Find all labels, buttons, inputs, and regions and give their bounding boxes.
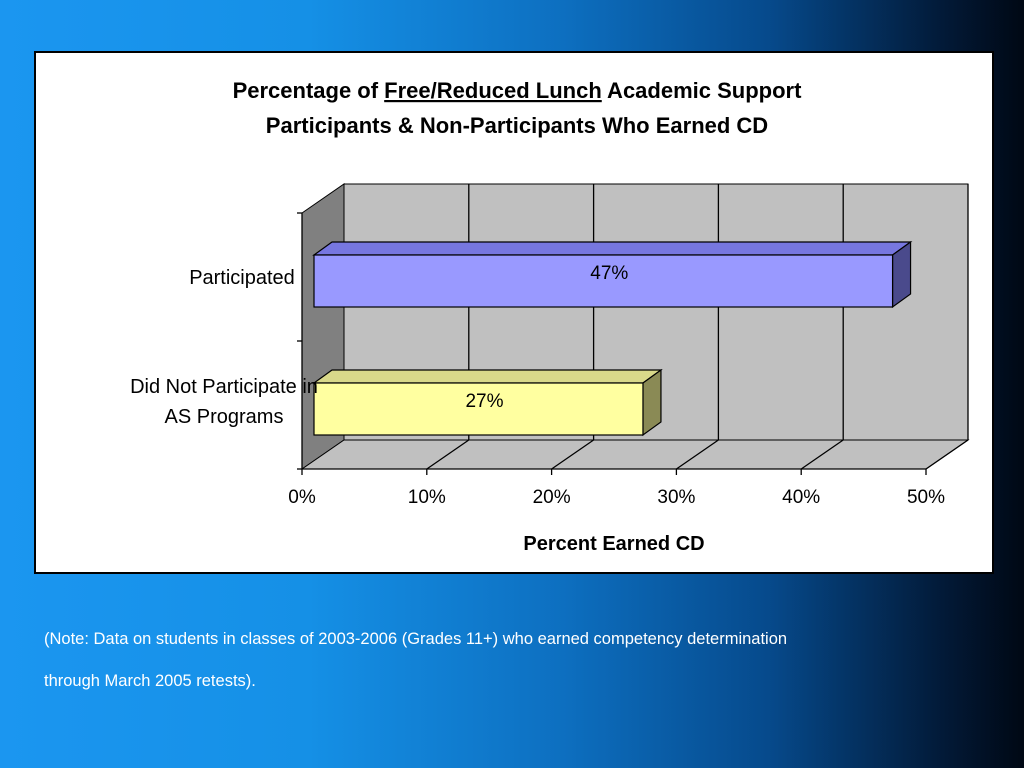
footnote: (Note: Data on students in classes of 20… [44,618,984,702]
floor [300,439,970,470]
footnote-line-1: (Note: Data on students in classes of 20… [44,630,788,648]
bar [313,382,644,436]
x-tick-label: 40% [782,487,820,508]
floor-gridline [551,439,594,470]
floor-gridline [925,439,969,470]
chart-title-line2: Participants & Non-Participants Who Earn… [266,113,768,138]
category-label-line: Did Not Participate in [130,376,318,398]
data-label: 27% [465,391,503,412]
bar-top-face [312,369,663,384]
category-label-line: AS Programs [165,406,284,428]
x-tick-label: 30% [657,487,695,508]
x-tick-label: 0% [288,487,316,508]
chart-title-line1: Percentage of Free/Reduced Lunch Academi… [233,78,803,103]
floor-gridline [676,439,719,470]
bar [313,254,894,308]
floor-gridline [426,439,470,470]
footnote-line-2: through March 2005 retests). [44,672,256,690]
bar-top-face [312,241,913,256]
chart-panel: Percentage of Free/Reduced Lunch Academi… [34,51,994,574]
category-label-line: Participated [189,267,295,289]
x-tick-label: 20% [533,487,571,508]
category-label: Did Not Participate in AS Programs [130,376,318,428]
x-tick-label: 10% [408,487,446,508]
x-tick-label: 50% [907,487,945,508]
bar-chart: Percentage of Free/Reduced Lunch Academi… [130,78,970,555]
x-axis-title: Percent Earned CD [523,533,704,555]
category-label: Participated [189,267,295,289]
plot-area: 0% 10% 20% 30% 40% 50% 47% Participated 27% Did N… [130,183,970,508]
data-label: 47% [590,263,628,284]
floor-gridline [800,439,844,470]
